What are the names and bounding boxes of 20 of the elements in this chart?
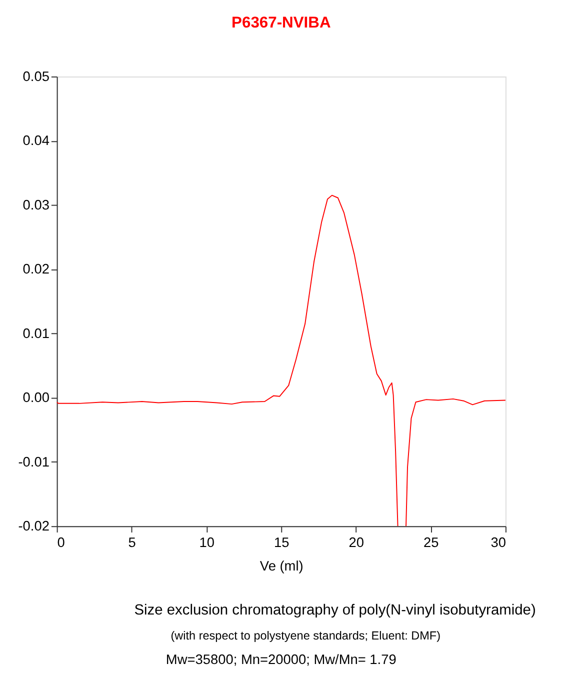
chart-title: P6367-NVIBA <box>232 14 331 32</box>
x-tick-label: 10 <box>199 535 215 550</box>
x-tick-label: 15 <box>274 535 290 550</box>
x-axis-title: Ve (ml) <box>260 558 304 574</box>
y-tick-label: 0.02 <box>22 262 50 277</box>
y-tick-label: 0.03 <box>22 197 50 212</box>
y-tick-label: 0.05 <box>22 68 50 84</box>
text: Size exclusion chromatography of poly(N-vinyl isobutyramide) <box>134 602 536 618</box>
y-tick-label: 0.04 <box>22 133 50 148</box>
x-tick-label: 30 <box>490 535 506 550</box>
text: (with respect to polystyene standards; Eluent: DMF) <box>170 630 441 643</box>
x-tick-label: 25 <box>424 535 440 550</box>
y-tick-label: 0.00 <box>22 390 50 406</box>
x-tick-label: 20 <box>348 535 364 550</box>
y-tick-label: -0.02 <box>18 518 50 534</box>
y-tick-label: 0.01 <box>22 326 50 341</box>
text: Mw=35800; Mn=20000; Mw/Mn= 1.79 <box>166 652 396 668</box>
y-tick-label: -0.01 <box>18 454 50 470</box>
x-tick-label: 5 <box>128 535 136 550</box>
x-tick-label: 0 <box>57 535 66 550</box>
